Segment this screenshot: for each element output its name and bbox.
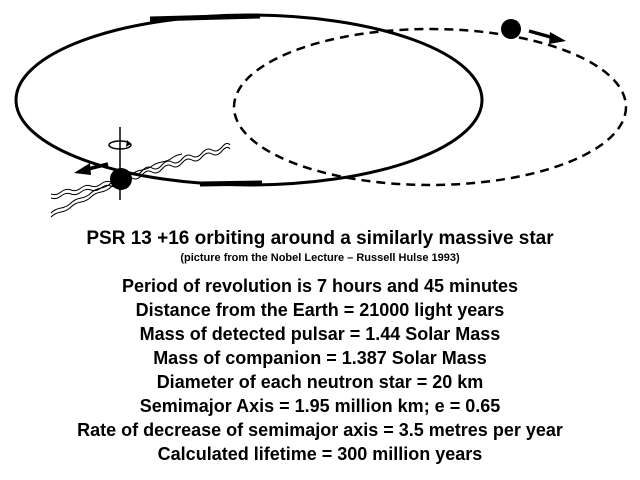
orbit-diagram [14, 13, 628, 218]
pulsar-orbit-thick-bottom [199, 180, 263, 187]
fact-pulsar-mass: Mass of detected pulsar = 1.44 Solar Mas… [139, 324, 501, 344]
companion-orbit [232, 27, 628, 187]
radio-beam-icon [50, 142, 231, 218]
image-credit: (picture from the Nobel Lecture – Russel… [180, 252, 460, 264]
fact-semimajor-axis: Semimajor Axis = 1.95 million km; e = 0.… [139, 396, 501, 416]
fact-companion-mass: Mass of companion = 1.387 Solar Mass [153, 348, 487, 368]
pulsar-motion-arrow [74, 162, 109, 175]
companion-star [501, 19, 521, 39]
fact-distance: Distance from the Earth = 21000 light ye… [135, 300, 505, 320]
pulsar-orbit [14, 13, 484, 187]
diagram-title: PSR 13 +16 orbiting around a similarly m… [86, 228, 554, 249]
companion-motion-arrow [528, 29, 566, 44]
fact-decay-rate: Rate of decrease of semimajor axis = 3.5… [77, 420, 563, 440]
fact-lifetime: Calculated lifetime = 300 million years [157, 444, 483, 464]
pulsar-star [110, 168, 132, 190]
fact-period: Period of revolution is 7 hours and 45 m… [121, 276, 519, 296]
fact-diameter: Diameter of each neutron star = 20 km [156, 372, 484, 392]
pulsar-orbit-thick-top [149, 13, 261, 22]
